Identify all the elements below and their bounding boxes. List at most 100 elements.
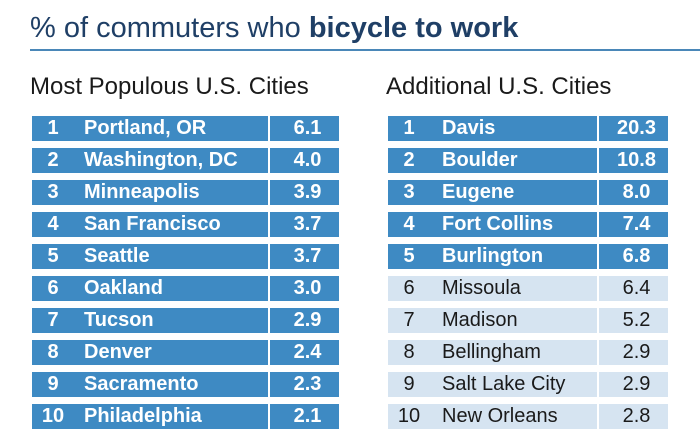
rank-cell: 4 [403,213,415,235]
value-cell: 20.3 [617,117,656,139]
city-cell: Portland, OR [84,117,207,139]
rank-cell: 3 [403,181,415,203]
value-cell: 2.1 [293,405,322,427]
right-table-row: 10 New Orleans 2.8 [386,402,670,431]
column-divider [268,402,270,431]
column-divider [597,242,599,271]
rank-cell: 6 [403,277,415,299]
column-divider [268,114,270,143]
rank-cell: 3 [47,181,59,203]
city-cell: Sacramento [84,373,199,395]
rank-cell: 5 [403,245,415,267]
city-cell: Madison [442,309,518,331]
value-cell: 3.7 [293,245,322,267]
rank-cell: 8 [47,341,59,363]
value-cell: 8.0 [622,181,651,203]
city-cell: Philadelphia [84,405,202,427]
rank-cell: 10 [41,405,65,427]
right-table-row: 8 Bellingham 2.9 [386,338,670,367]
title-divider [30,49,700,51]
city-cell: Missoula [442,277,521,299]
city-cell: New Orleans [442,405,558,427]
value-cell: 6.8 [622,245,651,267]
chart-title-bold: bicycle to work [308,12,519,44]
rank-cell: 9 [403,373,415,395]
rank-cell: 7 [47,309,59,331]
value-cell: 3.7 [293,213,322,235]
value-cell: 3.9 [293,181,322,203]
column-divider [268,178,270,207]
value-cell: 5.2 [622,309,651,331]
left-table-row: 6 Oakland 3.0 [30,274,341,303]
right-table-row: 5 Burlington 6.8 [386,242,670,271]
column-divider [268,370,270,399]
value-cell: 2.9 [293,309,322,331]
right-table-row: 7 Madison 5.2 [386,306,670,335]
value-cell: 2.9 [622,341,651,363]
rank-cell: 8 [403,341,415,363]
column-divider [268,338,270,367]
column-divider [268,210,270,239]
left-table-row: 1 Portland, OR 6.1 [30,114,341,143]
value-cell: 2.9 [622,373,651,395]
city-cell: Fort Collins [442,213,554,235]
right-table-heading: Additional U.S. Cities [386,73,612,100]
rank-cell: 1 [47,117,59,139]
left-table-row: 2 Washington, DC 4.0 [30,146,341,175]
rank-cell: 6 [47,277,59,299]
city-cell: San Francisco [84,213,221,235]
column-divider [268,274,270,303]
rank-cell: 10 [397,405,421,427]
city-cell: Eugene [442,181,515,203]
column-divider [597,210,599,239]
city-cell: Seattle [84,245,150,267]
chart-title: % of commuters who bicycle to work [30,10,518,46]
left-table-heading: Most Populous U.S. Cities [30,73,309,100]
value-cell: 2.4 [293,341,322,363]
city-cell: Burlington [442,245,544,267]
left-table-row: 8 Denver 2.4 [30,338,341,367]
right-table-row: 4 Fort Collins 7.4 [386,210,670,239]
value-cell: 2.3 [293,373,322,395]
city-cell: Denver [84,341,152,363]
value-cell: 6.1 [293,117,322,139]
column-divider [597,274,599,303]
right-table-row: 1 Davis 20.3 [386,114,670,143]
left-table-row: 4 San Francisco 3.7 [30,210,341,239]
column-divider [597,114,599,143]
column-divider [597,146,599,175]
left-table-row: 5 Seattle 3.7 [30,242,341,271]
column-divider [597,306,599,335]
rank-cell: 9 [47,373,59,395]
rank-cell: 4 [47,213,59,235]
value-cell: 4.0 [293,149,322,171]
column-divider [597,178,599,207]
chart-title-prefix: % of commuters who [30,12,309,44]
rank-cell: 2 [47,149,59,171]
column-divider [597,402,599,431]
column-divider [597,338,599,367]
city-cell: Tucson [84,309,154,331]
right-table-row: 2 Boulder 10.8 [386,146,670,175]
rank-cell: 5 [47,245,59,267]
right-table-row: 9 Salt Lake City 2.9 [386,370,670,399]
city-cell: Oakland [84,277,163,299]
value-cell: 10.8 [617,149,656,171]
city-cell: Salt Lake City [442,373,566,395]
column-divider [597,370,599,399]
left-table-row: 3 Minneapolis 3.9 [30,178,341,207]
city-cell: Bellingham [442,341,541,363]
left-table-row: 10 Philadelphia 2.1 [30,402,341,431]
city-cell: Minneapolis [84,181,200,203]
column-divider [268,306,270,335]
value-cell: 2.8 [622,405,651,427]
column-divider [268,146,270,175]
value-cell: 3.0 [293,277,322,299]
rank-cell: 1 [403,117,415,139]
rank-cell: 7 [403,309,415,331]
column-divider [268,242,270,271]
city-cell: Davis [442,117,496,139]
value-cell: 7.4 [622,213,651,235]
value-cell: 6.4 [622,277,651,299]
right-table-row: 6 Missoula 6.4 [386,274,670,303]
